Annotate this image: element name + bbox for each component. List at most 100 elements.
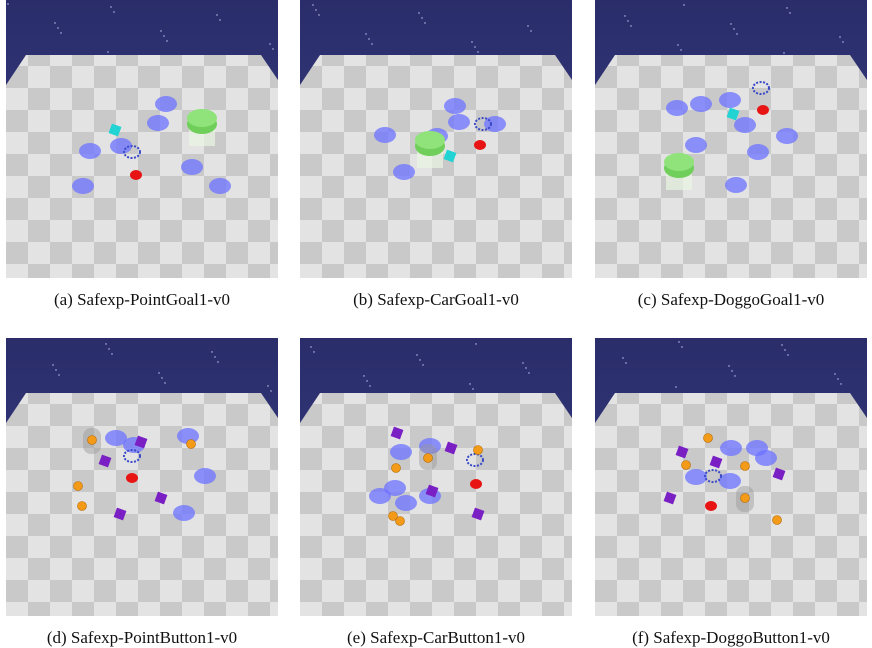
star bbox=[366, 380, 367, 381]
button bbox=[474, 446, 483, 455]
star bbox=[371, 43, 372, 44]
button bbox=[187, 440, 196, 449]
button bbox=[78, 502, 87, 511]
hazard bbox=[448, 114, 470, 130]
star bbox=[630, 25, 631, 26]
hazard bbox=[444, 98, 466, 114]
star bbox=[683, 4, 684, 5]
panel: (f) Safexp-DoggoButton1-v0 bbox=[595, 338, 867, 647]
panel: (a) Safexp-PointGoal1-v0 bbox=[6, 0, 278, 309]
star bbox=[784, 349, 785, 350]
star bbox=[842, 41, 843, 42]
floor bbox=[6, 55, 278, 278]
star bbox=[211, 351, 212, 352]
hazard bbox=[734, 117, 756, 133]
star bbox=[839, 36, 840, 37]
star bbox=[416, 354, 417, 355]
star bbox=[214, 356, 215, 357]
star bbox=[216, 14, 217, 15]
star bbox=[312, 4, 313, 5]
hazard bbox=[776, 128, 798, 144]
caption: (c) Safexp-DoggoGoal1-v0 bbox=[638, 290, 824, 309]
star bbox=[678, 341, 679, 342]
star bbox=[789, 12, 790, 13]
hazard bbox=[685, 137, 707, 153]
star bbox=[783, 52, 784, 53]
star bbox=[677, 44, 678, 45]
hazard bbox=[173, 505, 195, 521]
caption: (b) Safexp-CarGoal1-v0 bbox=[353, 290, 519, 309]
hazard bbox=[720, 440, 742, 456]
hazard bbox=[725, 177, 747, 193]
star bbox=[365, 33, 366, 34]
star bbox=[217, 361, 218, 362]
star bbox=[54, 22, 55, 23]
star bbox=[622, 357, 623, 358]
hazard bbox=[374, 127, 396, 143]
star bbox=[418, 12, 419, 13]
robot bbox=[470, 479, 482, 489]
hazard bbox=[147, 115, 169, 131]
star bbox=[477, 51, 478, 52]
button bbox=[773, 516, 782, 525]
floor bbox=[595, 393, 867, 616]
star bbox=[158, 372, 159, 373]
hazard bbox=[155, 96, 177, 112]
star bbox=[52, 364, 53, 365]
star bbox=[424, 22, 425, 23]
star bbox=[522, 362, 523, 363]
star bbox=[419, 359, 420, 360]
button bbox=[389, 512, 398, 521]
star bbox=[163, 35, 164, 36]
button bbox=[682, 461, 691, 470]
star bbox=[475, 343, 476, 344]
hazard bbox=[369, 488, 391, 504]
hazard bbox=[690, 96, 712, 112]
star bbox=[111, 353, 112, 354]
button bbox=[424, 454, 433, 463]
hazard bbox=[209, 178, 231, 194]
panel: (b) Safexp-CarGoal1-v0 bbox=[300, 0, 572, 309]
star bbox=[161, 377, 162, 378]
star bbox=[113, 11, 114, 12]
goal-top bbox=[664, 153, 694, 171]
button bbox=[88, 436, 97, 445]
hazard bbox=[719, 92, 741, 108]
star bbox=[422, 364, 423, 365]
star bbox=[527, 25, 528, 26]
button bbox=[392, 464, 401, 473]
star bbox=[160, 30, 161, 31]
star bbox=[736, 33, 737, 34]
goal-top bbox=[415, 131, 445, 149]
star bbox=[57, 27, 58, 28]
star bbox=[315, 9, 316, 10]
star bbox=[58, 374, 59, 375]
robot bbox=[474, 140, 486, 150]
hazard bbox=[79, 143, 101, 159]
hazard bbox=[747, 144, 769, 160]
star bbox=[834, 373, 835, 374]
star bbox=[525, 367, 526, 368]
hazard bbox=[194, 468, 216, 484]
star bbox=[734, 375, 735, 376]
star bbox=[107, 51, 108, 52]
caption: (a) Safexp-PointGoal1-v0 bbox=[54, 290, 230, 309]
panel: (c) Safexp-DoggoGoal1-v0 bbox=[595, 0, 867, 309]
star bbox=[627, 20, 628, 21]
floor bbox=[300, 393, 572, 616]
star bbox=[318, 14, 319, 15]
star bbox=[728, 365, 729, 366]
star bbox=[269, 43, 270, 44]
caption: (e) Safexp-CarButton1-v0 bbox=[347, 628, 525, 647]
hazard bbox=[395, 495, 417, 511]
robot bbox=[130, 170, 142, 180]
star bbox=[625, 362, 626, 363]
star bbox=[837, 378, 838, 379]
star bbox=[675, 386, 676, 387]
star bbox=[731, 370, 732, 371]
star bbox=[60, 32, 61, 33]
star bbox=[733, 28, 734, 29]
star bbox=[680, 49, 681, 50]
star bbox=[55, 369, 56, 370]
star bbox=[472, 388, 473, 389]
